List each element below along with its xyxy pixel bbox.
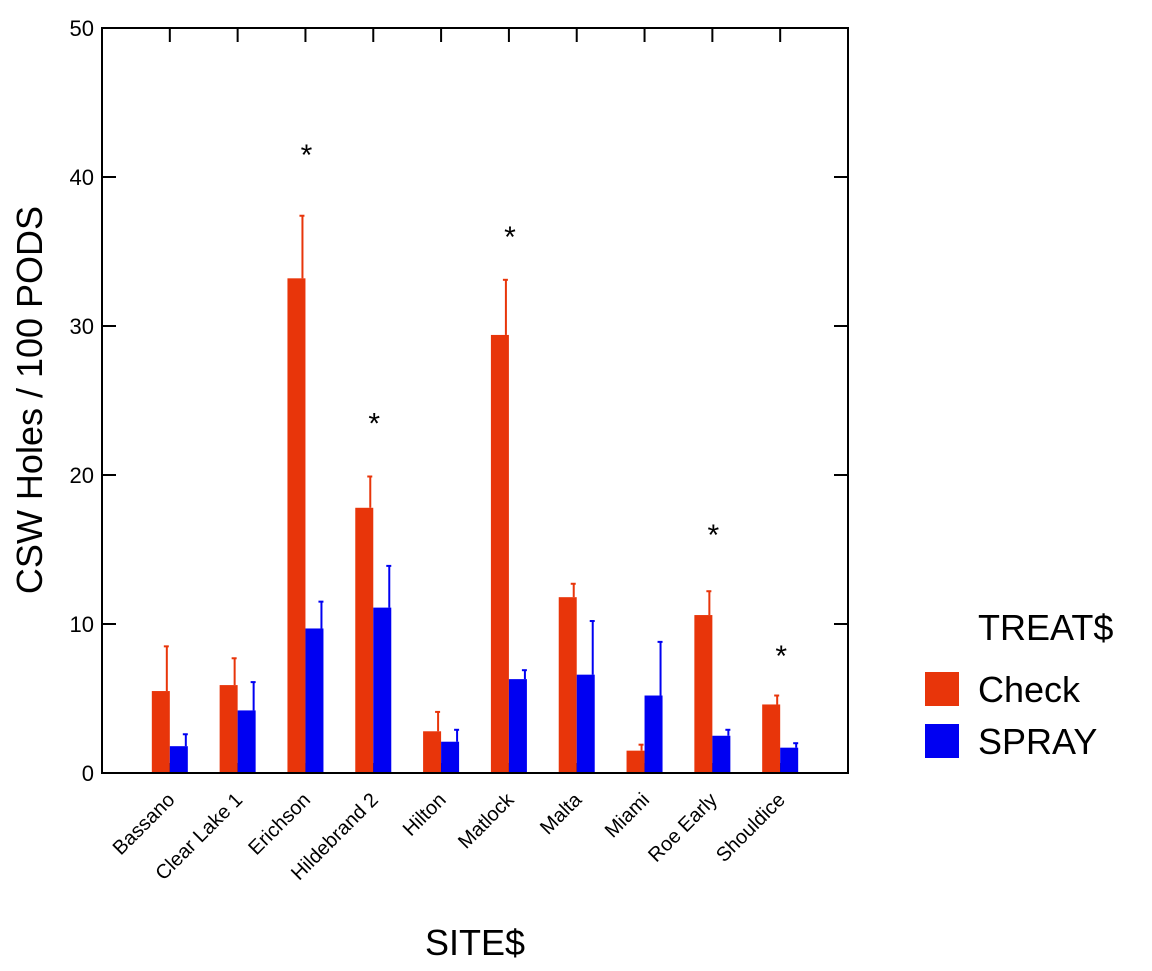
legend-label-check: Check [978, 669, 1081, 710]
bar-spray [712, 735, 731, 773]
bar-spray [373, 607, 392, 773]
bar-spray [508, 679, 527, 773]
error-bars [163, 214, 799, 751]
x-tick-label: Erichson [244, 789, 315, 860]
x-tick-label: Bassano [109, 789, 180, 860]
bar-check [558, 597, 577, 773]
y-axis-ticks: 0 10 20 30 40 50 [70, 16, 848, 786]
significance-asterisk: * [775, 640, 787, 673]
x-tick-label: Hilton [399, 789, 451, 841]
significance-markers: * * * * * [301, 139, 788, 673]
legend-swatch-check [925, 672, 959, 706]
bar-check [626, 750, 645, 773]
x-tick-label: Matlock [454, 788, 519, 853]
x-tick-label: Malta [536, 788, 587, 839]
bar-spray [237, 710, 256, 773]
plot-frame [101, 27, 849, 774]
bar-check [423, 731, 442, 773]
y-tick-label: 20 [70, 463, 94, 488]
bar-spray [644, 695, 663, 773]
bar-spray [780, 747, 799, 773]
bar-spray [169, 746, 188, 773]
y-tick-label: 40 [70, 165, 94, 190]
x-tick-label: Roe Early [644, 789, 722, 867]
bar-spray [441, 741, 460, 773]
bar-spray [305, 628, 324, 773]
legend-label-spray: SPRAY [978, 721, 1097, 762]
x-tick-label: Miami [601, 789, 654, 842]
bar-check [762, 704, 781, 773]
bar-check [694, 615, 713, 773]
y-tick-label: 50 [70, 16, 94, 41]
legend-title: TREAT$ [978, 607, 1113, 648]
bar-check [287, 278, 306, 773]
bar-spray [576, 674, 595, 773]
bar-check [355, 507, 374, 773]
bar-check [151, 691, 170, 773]
y-axis-title: CSW Holes / 100 PODS [9, 206, 50, 594]
legend: TREAT$ Check SPRAY [925, 607, 1113, 762]
significance-asterisk: * [301, 139, 313, 172]
bar-check [490, 334, 509, 773]
legend-swatch-spray [925, 724, 959, 758]
significance-asterisk: * [504, 221, 516, 254]
significance-asterisk: * [368, 407, 380, 440]
significance-asterisk: * [708, 519, 720, 552]
bar-check [219, 685, 238, 773]
x-tick-label: Shouldice [712, 789, 790, 867]
y-tick-label: 30 [70, 314, 94, 339]
bars [102, 278, 848, 774]
y-tick-label: 0 [82, 761, 94, 786]
y-tick-label: 10 [70, 612, 94, 637]
x-axis-title: SITE$ [425, 922, 525, 963]
